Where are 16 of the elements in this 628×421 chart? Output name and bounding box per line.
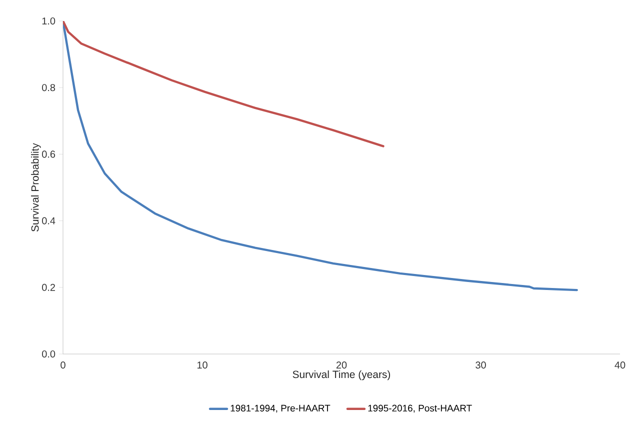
x-tick-label: 20 — [336, 362, 347, 369]
y-tick-label: 1.0 — [42, 17, 56, 25]
x-tick-label: 30 — [476, 362, 486, 369]
legend-label: 1981-1994, Pre-HAART — [230, 404, 330, 413]
y-tick-label: 0.8 — [42, 84, 56, 92]
x-axis-title: Survival Time (years) — [292, 370, 390, 380]
legend-label: 1995-2016, Post-HAART — [368, 404, 472, 413]
x-tick-label: 40 — [614, 362, 626, 369]
line-series — [63, 20, 384, 148]
y-axis-title: Survival Probability — [31, 143, 41, 232]
y-tick-label: 0.2 — [42, 284, 55, 291]
y-tick-label: 0.4 — [42, 217, 56, 224]
x-tick-label: 0 — [60, 362, 66, 369]
y-tick-label: 0.6 — [42, 150, 56, 158]
x-tick-label: 10 — [197, 362, 208, 369]
y-tick-label: 0.0 — [42, 350, 56, 358]
